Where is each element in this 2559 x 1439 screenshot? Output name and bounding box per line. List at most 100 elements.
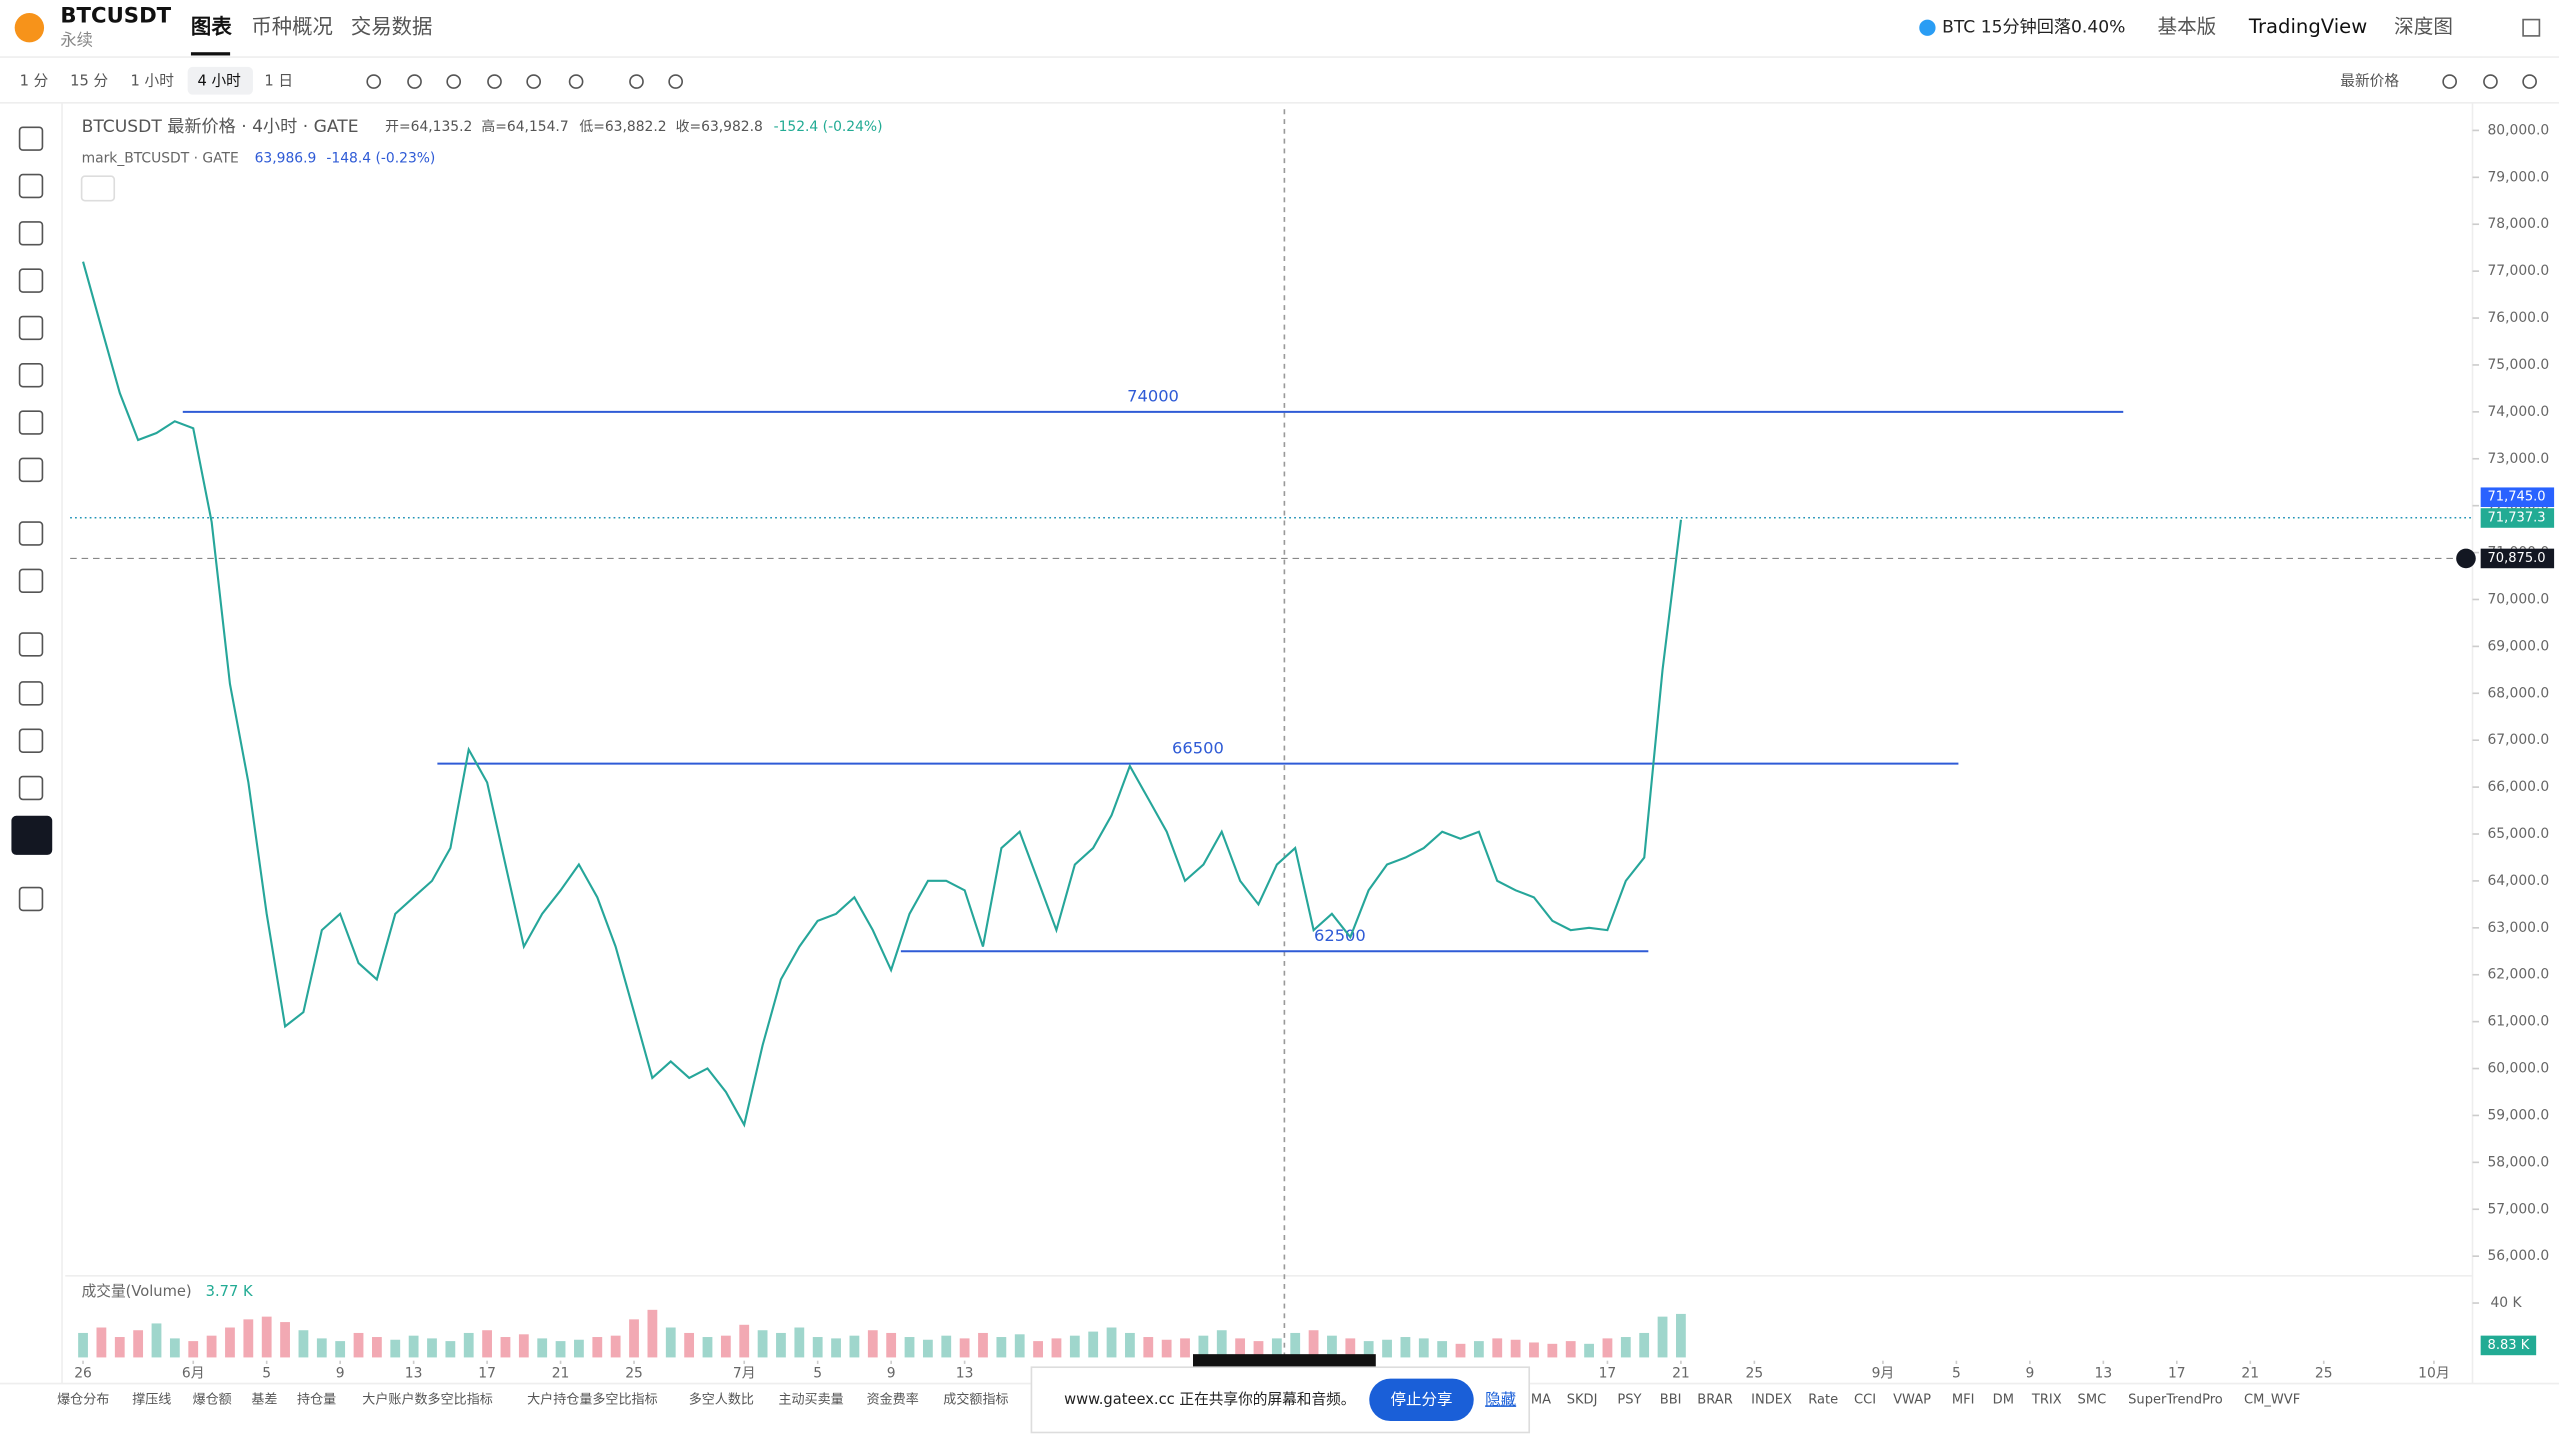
indicator[interactable]: 主动买卖量 <box>778 1392 843 1407</box>
interval[interactable]: 1 小时 <box>131 73 175 90</box>
volume-bar <box>1308 1330 1319 1358</box>
y-tick-label: 78,000.0 <box>2487 216 2549 232</box>
indicator[interactable]: 持仓量 <box>297 1392 336 1407</box>
drawing-tool[interactable] <box>18 632 44 657</box>
indicator[interactable]: 成交额指标 <box>943 1391 1008 1407</box>
interval[interactable]: 1 分 <box>20 73 49 90</box>
price-tag <box>2480 548 2555 569</box>
volume-bar <box>206 1335 217 1358</box>
drawing-tool[interactable] <box>18 173 44 199</box>
y-tick-label: 67,000.0 <box>2487 732 2549 748</box>
symbol[interactable]: BTCUSDT <box>60 3 171 28</box>
y-tick-label: 76,000.0 <box>2487 310 2549 326</box>
volume-bar <box>1327 1335 1337 1358</box>
price-type[interactable]: 最新价格 <box>2340 73 2399 90</box>
indicator[interactable]: 大户持仓量多空比指标 <box>527 1391 658 1407</box>
indicator[interactable]: DM <box>1993 1392 2014 1407</box>
stop-share-button[interactable] <box>1369 1378 1474 1422</box>
toolbar-icon[interactable] <box>2522 74 2537 89</box>
indicator[interactable]: PSY <box>1617 1392 1641 1407</box>
toolbar-icon[interactable] <box>668 74 683 89</box>
interval[interactable]: 15 分 <box>70 73 108 90</box>
indicator[interactable]: SuperTrendPro <box>2128 1392 2223 1407</box>
indicator[interactable]: MA <box>1531 1392 1551 1407</box>
toolbar-icon[interactable] <box>487 74 502 89</box>
toolbar-icon[interactable] <box>366 74 382 89</box>
drawing-tool[interactable] <box>18 521 44 546</box>
toolbar-icon[interactable] <box>526 74 542 89</box>
drawing-tool[interactable] <box>18 363 44 388</box>
drawing-tool[interactable] <box>18 681 44 706</box>
indicator[interactable]: Rate <box>1808 1392 1838 1407</box>
volume-bar <box>298 1330 309 1358</box>
indicator[interactable]: MFI <box>1952 1392 1975 1407</box>
tab[interactable]: 图表 <box>191 15 232 39</box>
y-tick-label: 61,000.0 <box>2487 1014 2549 1030</box>
indicator[interactable]: 撑压线 <box>132 1392 171 1407</box>
volume-bar <box>720 1335 731 1358</box>
hide-link[interactable]: 隐藏 <box>1485 1390 1516 1408</box>
toolbar-icon[interactable] <box>2442 74 2457 89</box>
indicator[interactable]: BRAR <box>1697 1392 1732 1407</box>
drawing-tool[interactable] <box>18 410 44 435</box>
y-tick-label: 57,000.0 <box>2487 1201 2549 1217</box>
y-tick-label: 69,000.0 <box>2487 638 2549 654</box>
drawing-tool[interactable] <box>18 775 44 801</box>
toolbar-icon[interactable] <box>446 74 462 89</box>
indicator[interactable]: BBI <box>1660 1392 1682 1407</box>
tab[interactable]: 交易数据 <box>351 15 433 39</box>
view-tab[interactable]: 深度图 <box>2394 15 2453 38</box>
indicator[interactable]: INDEX <box>1751 1392 1792 1407</box>
drawing-tool[interactable] <box>18 728 44 753</box>
toolbar-icon[interactable] <box>568 74 584 89</box>
legend-high: 高=64,154.7 <box>481 118 568 135</box>
drawing-tool[interactable] <box>18 457 44 483</box>
y-tick-label: 65,000.0 <box>2487 826 2549 842</box>
y-tick-label: 66,000.0 <box>2487 779 2549 795</box>
indicator[interactable]: CCI <box>1854 1392 1876 1407</box>
indicator[interactable]: CM_WVF <box>2244 1392 2300 1407</box>
collapse-button[interactable] <box>80 175 116 202</box>
toolbar-icon[interactable] <box>2483 74 2498 89</box>
crosshair-add[interactable] <box>2456 548 2476 569</box>
toolbar-icon[interactable] <box>407 74 422 89</box>
volume-bar <box>1455 1343 1466 1358</box>
indicator[interactable]: SMC <box>2078 1392 2107 1407</box>
indicator[interactable]: 大户账户数多空比指标 <box>362 1391 493 1407</box>
view-tab[interactable]: TradingView <box>2248 15 2367 38</box>
drawing-tool[interactable] <box>18 268 44 293</box>
x-tick-label: 25 <box>1746 1366 1764 1382</box>
toolbar-icon[interactable] <box>629 74 644 89</box>
volume-bar <box>243 1319 254 1358</box>
drawing-tool-active[interactable] <box>11 815 53 855</box>
volume-bar <box>1418 1338 1429 1358</box>
indicator[interactable]: 多空人数比 <box>689 1391 754 1407</box>
x-tick-label: 13 <box>405 1366 423 1382</box>
indicator[interactable]: 爆仓额 <box>193 1392 232 1407</box>
volume-bar <box>1602 1338 1613 1358</box>
indicator[interactable]: SKDJ <box>1567 1392 1598 1407</box>
indicator[interactable]: TRIX <box>2031 1392 2062 1407</box>
interval[interactable]: 4 小时 <box>197 73 241 90</box>
indicator[interactable]: 基差 <box>251 1392 277 1407</box>
volume-bar <box>353 1332 364 1358</box>
drawing-tool[interactable] <box>18 886 44 912</box>
drawing-tool[interactable] <box>18 221 44 246</box>
drawing-tool[interactable] <box>18 126 44 151</box>
stop-share-label[interactable]: 停止分享 <box>1390 1390 1452 1408</box>
x-tick-label: 25 <box>2315 1366 2333 1382</box>
indicator[interactable]: VWAP <box>1893 1392 1931 1407</box>
drawing-tool[interactable] <box>18 568 44 594</box>
volume-bar <box>1363 1341 1374 1358</box>
tab[interactable]: 币种概况 <box>251 15 333 39</box>
volume-bar <box>1180 1338 1190 1358</box>
volume-bar <box>1216 1330 1227 1358</box>
indicator[interactable]: 资金费率 <box>867 1391 919 1407</box>
view-tab[interactable]: 基本版 <box>2158 15 2217 38</box>
volume-bar <box>922 1339 933 1358</box>
indicator[interactable]: 爆仓分布 <box>57 1392 109 1407</box>
drawing-tool[interactable] <box>18 315 44 341</box>
alert[interactable]: BTC 15分钟回落0.40% <box>1942 18 2125 38</box>
interval[interactable]: 1 日 <box>264 73 293 90</box>
window-icon[interactable] <box>2522 18 2541 37</box>
